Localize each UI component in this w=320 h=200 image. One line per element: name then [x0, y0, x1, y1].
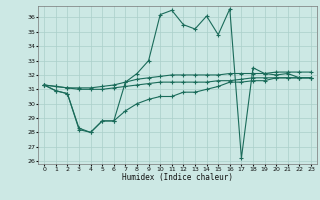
X-axis label: Humidex (Indice chaleur): Humidex (Indice chaleur)	[122, 173, 233, 182]
